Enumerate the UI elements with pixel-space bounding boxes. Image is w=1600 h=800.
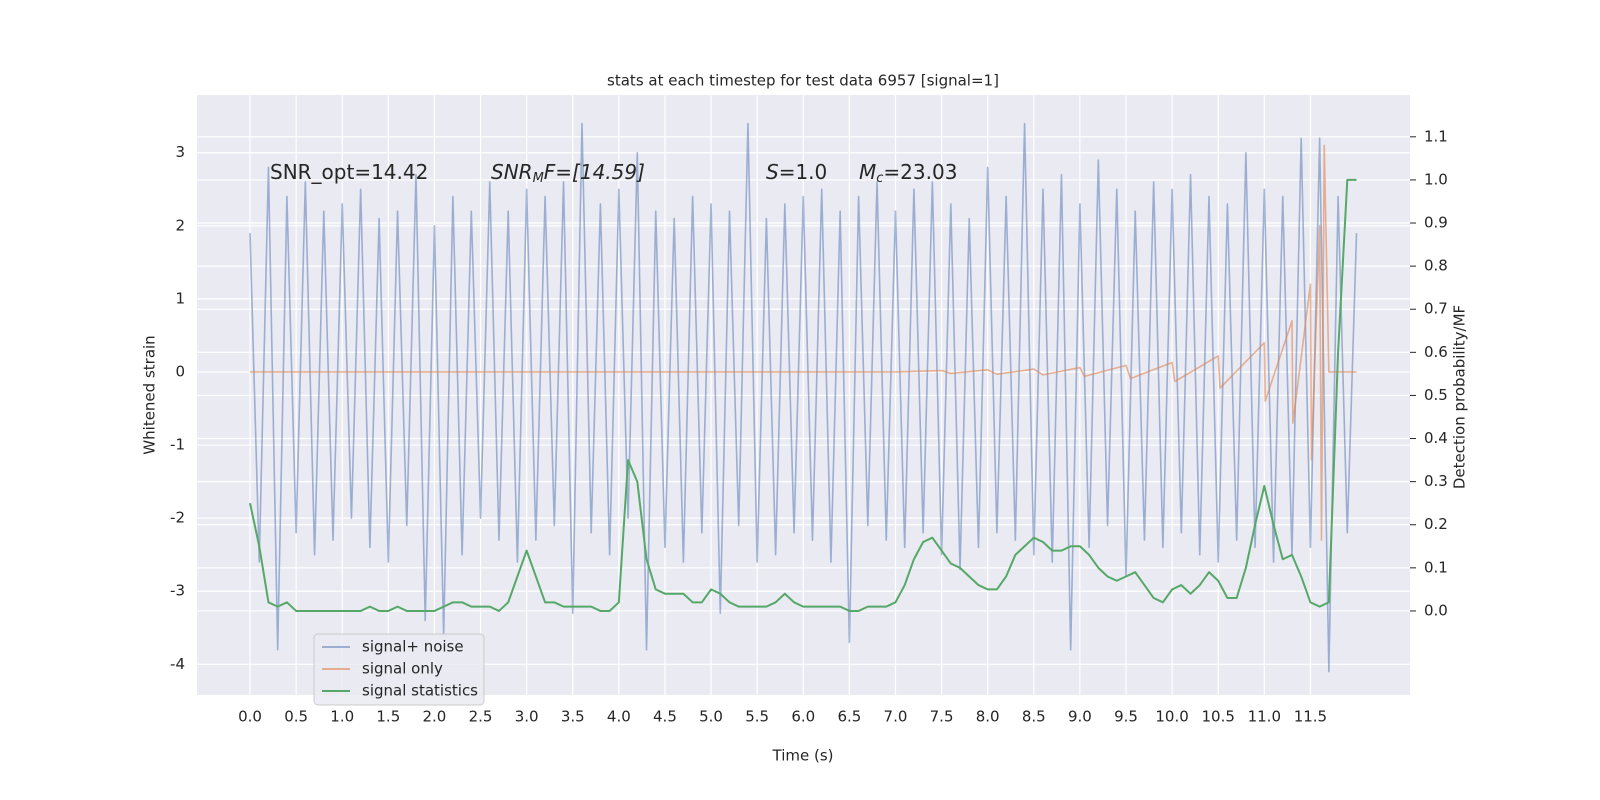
y2-tick-label: 1.0 <box>1424 170 1448 188</box>
series-line <box>249 122 1358 673</box>
annotation-text: SNR_opt=14.42 <box>270 160 428 184</box>
y-tick-label: -1 <box>170 436 185 454</box>
legend: signal+ noise signal only signal statistic… <box>313 633 485 706</box>
annotation-text: S <box>766 160 779 184</box>
annotation-subscript: M <box>533 171 544 186</box>
y2-tick-label: 0.3 <box>1424 472 1448 490</box>
x-tick-label: 9.5 <box>1114 708 1138 726</box>
y2-tick-label: 0.9 <box>1424 214 1448 232</box>
series-line <box>250 144 1357 541</box>
marks <box>249 122 1358 673</box>
annotation-text: SNR <box>491 160 533 184</box>
x-tick-label: 2.5 <box>469 708 493 726</box>
y-tick-label: 0 <box>175 362 185 380</box>
annotation: Mc=23.03 <box>859 160 957 186</box>
y-tick-label: -3 <box>170 582 185 600</box>
y2-tick-label: 0.8 <box>1424 257 1448 275</box>
y-axis-label: Whitened strain <box>141 335 159 454</box>
y2-tick-label: 0.5 <box>1424 386 1448 404</box>
legend-box <box>313 633 485 706</box>
x-tick-label: 8.5 <box>1022 708 1046 726</box>
series-line <box>249 178 1357 612</box>
x-tick-label: 6.5 <box>837 708 861 726</box>
y2-tick-label: 0.0 <box>1424 601 1448 619</box>
x-tick-label: 2.0 <box>423 708 447 726</box>
x-tick-label: 6.0 <box>791 708 815 726</box>
legend-label: signal+ noise <box>362 638 464 656</box>
y-tick-label: -4 <box>170 655 185 673</box>
annotation-text: =1.0 <box>779 160 828 184</box>
chart-title: stats at each timestep for test data 695… <box>607 72 999 90</box>
annotation: SNRMF=[14.59] <box>491 160 645 186</box>
x-tick-label: 9.0 <box>1068 708 1092 726</box>
x-tick-label: 0.0 <box>238 708 262 726</box>
x-tick-label: 3.0 <box>515 708 539 726</box>
y2-tick-label: 0.1 <box>1424 558 1448 576</box>
x-tick-label: 7.0 <box>884 708 908 726</box>
annotation-text: F=[14.59] <box>544 160 645 184</box>
annotation-text: =23.03 <box>883 160 957 184</box>
annotation-subscript: c <box>876 171 883 186</box>
annotation: SNR_opt=14.42 <box>270 160 428 184</box>
y2-tick-label: 1.1 <box>1424 127 1448 145</box>
x-tick-label: 7.5 <box>930 708 954 726</box>
x-tick-label: 1.5 <box>376 708 400 726</box>
x-tick-label: 10.5 <box>1202 708 1235 726</box>
x-tick-label: 4.5 <box>653 708 677 726</box>
y2-tick-label: 0.2 <box>1424 515 1448 533</box>
x-tick-label: 4.0 <box>607 708 631 726</box>
x-tick-label: 5.0 <box>699 708 723 726</box>
x-tick-label: 0.5 <box>284 708 308 726</box>
y-tick-label: 3 <box>175 143 185 161</box>
y-tick-label: 1 <box>175 289 185 307</box>
x-tick-label: 1.0 <box>330 708 354 726</box>
y2-tick-label: 0.7 <box>1424 300 1448 318</box>
x-axis-label: Time (s) <box>772 747 834 765</box>
legend-label: signal statistics <box>362 682 478 700</box>
x-tick-label: 11.0 <box>1248 708 1281 726</box>
x-tick-label: 10.0 <box>1155 708 1188 726</box>
y-tick-label: 2 <box>175 216 185 234</box>
x-tick-label: 11.5 <box>1294 708 1327 726</box>
x-tick-label: 8.0 <box>976 708 1000 726</box>
x-tick-label: 3.5 <box>561 708 585 726</box>
x-tick-label: 5.5 <box>745 708 769 726</box>
y2-tick-label: 0.4 <box>1424 429 1448 447</box>
annotation: S=1.0 <box>766 160 827 184</box>
annotation-text: M <box>859 160 876 184</box>
y-tick-label: -2 <box>170 509 185 527</box>
legend-label: signal only <box>362 660 443 678</box>
y2-tick-label: 0.6 <box>1424 343 1448 361</box>
y2-axis-label: Detection probability/MF <box>1451 305 1469 489</box>
